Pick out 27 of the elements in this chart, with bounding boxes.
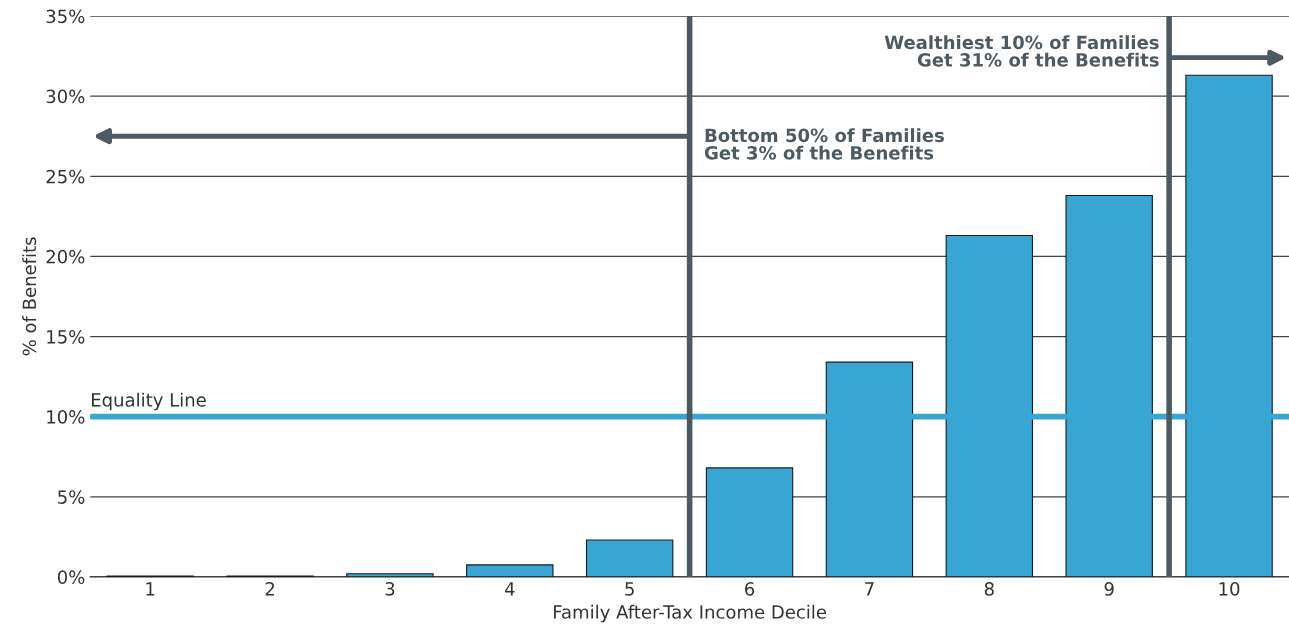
x-tick-label: 9 xyxy=(1104,582,1114,596)
x-tick-label: 3 xyxy=(385,582,395,596)
y-tick-label: 25% xyxy=(46,169,85,184)
annotation: Bottom 50% of Families Get 3% of the Benefits xyxy=(704,128,944,160)
bar xyxy=(585,539,674,577)
x-tick-label: 8 xyxy=(984,582,994,596)
ref-line-label: Equality Line xyxy=(92,392,206,411)
x-tick-label: 7 xyxy=(865,582,874,596)
x-tick-label: 4 xyxy=(504,582,515,596)
y-axis-title: % of Benefits xyxy=(22,237,37,356)
y-tick-label: 15% xyxy=(47,329,85,344)
bar xyxy=(466,564,554,577)
annotation: Wealthiest 10% of Families Get 31% of the Benefits xyxy=(884,35,1159,67)
y-tick-label: 35% xyxy=(46,9,85,24)
x-tick-label: 1 xyxy=(146,582,155,596)
y-tick-label: 20% xyxy=(46,249,85,264)
y-tick-label: 30% xyxy=(46,89,85,104)
y-tick-label: 5% xyxy=(58,490,85,504)
bar xyxy=(346,573,434,577)
x-tick-label: 2 xyxy=(265,582,274,596)
x-tick-label: 5 xyxy=(625,582,634,596)
bar xyxy=(705,467,794,577)
x-tick-label: 10 xyxy=(1219,582,1240,596)
x-axis-title: Family After-Tax Income Decile xyxy=(554,604,827,623)
x-tick-label: 6 xyxy=(745,582,755,596)
y-tick-label: 10% xyxy=(47,410,85,424)
y-tick-label: 0% xyxy=(57,570,85,585)
